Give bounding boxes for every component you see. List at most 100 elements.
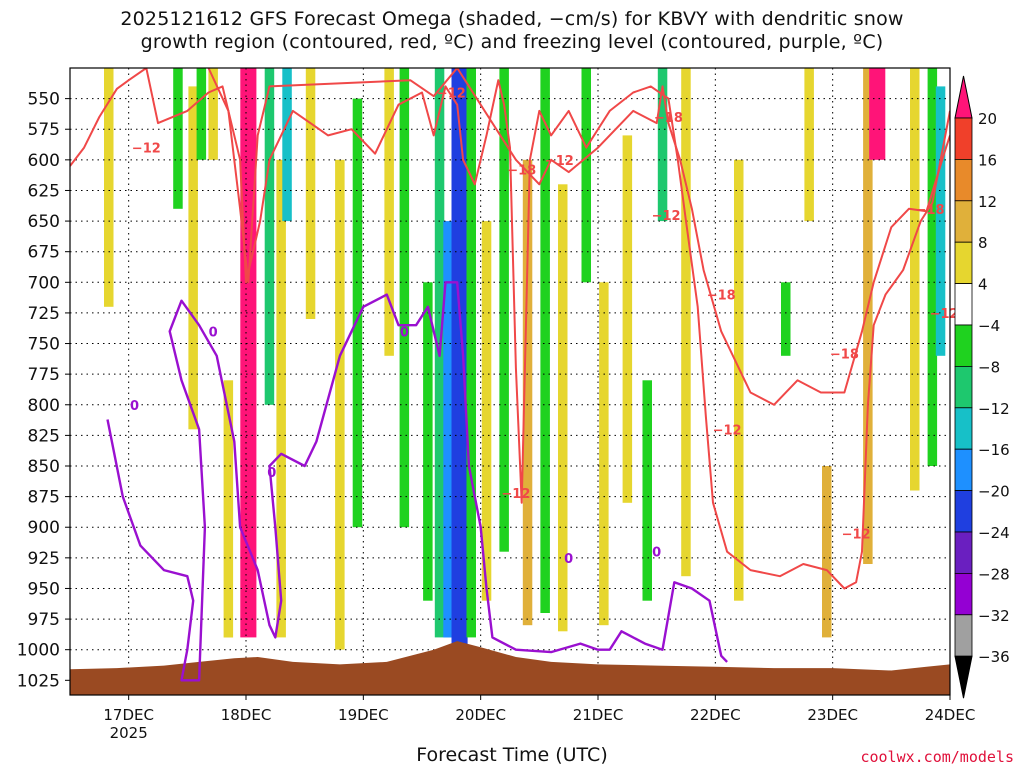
terrain-fill [70, 641, 950, 695]
omega-band-26 [599, 282, 609, 626]
omega-band-39 [935, 86, 946, 356]
omega-band-32 [781, 282, 791, 356]
omega-band-33 [804, 68, 814, 222]
plot-frame [69, 67, 951, 696]
y-axis: 550 575 600 625 650 675 700 725 750 775 800 825 850 8… [17, 90, 70, 691]
colorbar-tick-12: −32 [978, 607, 1010, 625]
omega-band-13 [384, 68, 394, 356]
contour-label-12: −12 [930, 307, 959, 322]
omega-band-27 [622, 135, 633, 503]
colorbar-tick-0: 20 [978, 110, 997, 128]
omega-band-0 [104, 68, 114, 307]
y-tick-label-800: 800 [28, 396, 60, 416]
omega-band-38 [927, 68, 938, 466]
terrain-layer [70, 641, 950, 695]
y-tick-label-625: 625 [28, 181, 60, 201]
colorbar-top-arrow [954, 75, 973, 119]
colorbar-tick-11: −28 [978, 565, 1010, 583]
contour-label-0: −12 [132, 142, 161, 157]
omega-band-19 [466, 68, 476, 638]
y-tick-label-1025: 1025 [17, 671, 60, 691]
contour-label-5: −12 [652, 209, 681, 224]
chart-title-line-1: 2025121612 GFS Forecast Omega (shaded, −… [120, 8, 904, 30]
colorbar-box-8 [954, 407, 973, 450]
y-tick-label-700: 700 [28, 273, 60, 293]
y-tick-label-775: 775 [28, 365, 60, 385]
freezing-level-contour [106, 281, 728, 682]
contour-label-15: 0 [267, 466, 276, 481]
colorbar-box-11 [954, 531, 973, 574]
chart-title-line-2: growth region (contoured, red, ºC) and f… [140, 31, 884, 53]
colorbar-tick-6: −8 [978, 358, 1000, 376]
contour-label-2: −18 [507, 164, 536, 179]
x-tick-label-20DEC: 20DEC [455, 706, 506, 724]
contour-label-13: 0 [130, 399, 139, 414]
contour-label-10: −12 [842, 527, 871, 542]
omega-band-35 [863, 68, 873, 564]
contour-label-3: −12 [545, 154, 574, 169]
y-tick-label-950: 950 [28, 579, 60, 599]
contour-label-17: 0 [564, 552, 573, 567]
colorbar-tick-8: −16 [978, 441, 1010, 459]
contour-label-8: −18 [830, 347, 859, 362]
contour-label-4: −18 [654, 111, 683, 126]
colorbar-box-5 [954, 283, 973, 326]
colorbar-tick-9: −20 [978, 483, 1010, 501]
contour-layer [70, 68, 950, 682]
colorbar-box-13 [954, 614, 973, 657]
y-tick-label-750: 750 [28, 335, 60, 355]
colorbar-box-3 [954, 200, 973, 243]
contour-label-7: −12 [713, 423, 742, 438]
omega-band-22 [522, 159, 533, 626]
x-tick-label-24DEC: 24DEC [925, 706, 976, 724]
x-tick-label-17DEC: 17DEC [103, 706, 154, 724]
omega-band-10 [305, 68, 316, 319]
credit-text: coolwx.com/models [860, 748, 1014, 766]
colorbar-bottom-arrow [954, 655, 973, 699]
x-tick-label-18DEC: 18DEC [221, 706, 272, 724]
y-tick-label-575: 575 [28, 120, 60, 140]
y-tick-label-850: 850 [28, 457, 60, 477]
x-axis: 17DEC 18DEC 19DEC 20DEC 21DEC 22DEC 23DEC 24DEC… [103, 695, 975, 742]
omega-band-2 [188, 86, 198, 430]
contour-label-layer: −12 −12 −18 −12 −18 −12 −18 −12 −18 −12 −12 −18 −12 0… [130, 87, 959, 567]
colorbar-box-7 [954, 365, 973, 409]
contour-label-14: 0 [209, 325, 218, 340]
omega-band-24 [558, 184, 568, 632]
colorbar-tick-2: 12 [978, 193, 997, 211]
omega-band-7 [264, 68, 275, 405]
colorbar-box-2 [954, 158, 973, 202]
y-tick-label-875: 875 [28, 488, 60, 508]
dgz-minus12-contour [70, 68, 950, 590]
omega-band-6 [240, 68, 257, 638]
x-tick-label-23DEC: 23DEC [807, 706, 858, 724]
contour-label-11: −18 [916, 203, 945, 218]
omega-band-20 [481, 221, 492, 601]
y-tick-label-975: 975 [28, 610, 60, 630]
omega-band-4 [208, 68, 218, 160]
omega-band-9 [282, 68, 292, 222]
omega-band-34 [822, 466, 832, 638]
x-year-label: 2025 [110, 724, 148, 742]
omega-band-1 [173, 68, 183, 209]
colorbar-box-1 [954, 117, 973, 160]
colorbar-tick-5: −4 [978, 317, 1000, 335]
x-axis-title: Forecast Time (UTC) [416, 744, 608, 766]
contour-label-1: −12 [437, 87, 466, 102]
colorbar-box-4 [954, 241, 973, 284]
omega-band-37 [910, 68, 920, 491]
contour-label-9: −12 [501, 487, 530, 502]
x-tick-label-19DEC: 19DEC [338, 706, 389, 724]
y-tick-label-675: 675 [28, 243, 60, 263]
y-tick-label-650: 650 [28, 212, 60, 232]
omega-band-8 [276, 159, 286, 638]
y-tick-label-925: 925 [28, 549, 60, 569]
omega-band-3 [196, 68, 207, 160]
y-tick-label-550: 550 [28, 90, 60, 110]
omega-band-23 [540, 68, 550, 613]
colorbar-box-10 [954, 490, 973, 533]
omega-band-14 [399, 68, 410, 528]
omega-band-21 [499, 68, 509, 552]
omega-band-28 [642, 380, 652, 601]
